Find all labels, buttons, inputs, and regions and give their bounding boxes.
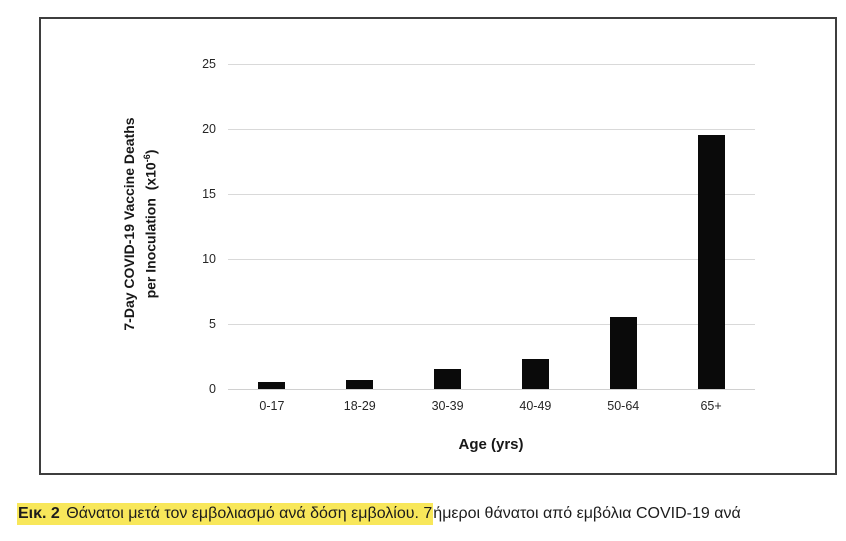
bar-18-29 [346, 380, 374, 389]
bar-30-39 [434, 369, 462, 389]
caption-plain-text: ήμεροι θάνατοι από εμβόλια COVID-19 ανά [433, 505, 741, 522]
gridline-y-25 [228, 64, 755, 65]
bar-50-64 [609, 317, 637, 389]
gridline-y-5 [228, 324, 755, 325]
x-tick-label-50-64: 50-64 [607, 399, 640, 413]
y-axis-title-superscript: -6 [142, 154, 152, 163]
x-tick-label-0-17: 0-17 [259, 399, 285, 413]
bar-0-17 [258, 382, 286, 389]
gridline-y-20 [228, 129, 755, 130]
y-axis-title-line2-post: ) [142, 149, 159, 155]
bar-40-49 [521, 359, 549, 389]
gridline-y-0 [228, 389, 755, 390]
gridline-y-15 [228, 194, 755, 195]
y-axis-title-line2-pre: per Inoculation (x10 [142, 162, 159, 299]
x-tick-label-30-39: 30-39 [431, 399, 464, 413]
x-tick-label-40-49: 40-49 [519, 399, 552, 413]
x-tick-label-18-29: 18-29 [343, 399, 376, 413]
y-tick-label-10: 10 [202, 252, 216, 266]
y-tick-label-5: 5 [209, 317, 216, 331]
y-tick-label-20: 20 [202, 122, 216, 136]
gridline-y-10 [228, 259, 755, 260]
bar-65+ [697, 135, 725, 389]
y-tick-label-15: 15 [202, 187, 216, 201]
figure-caption: Εικ. 2 Θάνατοι μετά τον εμβολιασμό ανά δ… [17, 501, 832, 527]
y-axis-title-line1: 7-Day COVID-19 Vaccine Deaths [121, 117, 137, 331]
x-axis-title: Age (yrs) [458, 436, 524, 453]
caption-label: Εικ. 2 [17, 503, 61, 525]
y-axis-title: 7-Day COVID-19 Vaccine Deaths per Inocula… [120, 84, 160, 364]
y-tick-label-0: 0 [209, 382, 216, 396]
plot-area: 0 5 10 15 20 25 0-17 18-29 30-39 40-49 50-64 65+ [202, 57, 755, 413]
chart-frame: 7-Day COVID-19 Vaccine Deaths per Inocula… [39, 17, 837, 475]
caption-highlighted-text: Θάνατοι μετά τον εμβολιασμό ανά δόση εμβ… [60, 503, 434, 525]
x-tick-label-65+: 65+ [700, 399, 722, 413]
y-tick-label-25: 25 [202, 57, 216, 71]
